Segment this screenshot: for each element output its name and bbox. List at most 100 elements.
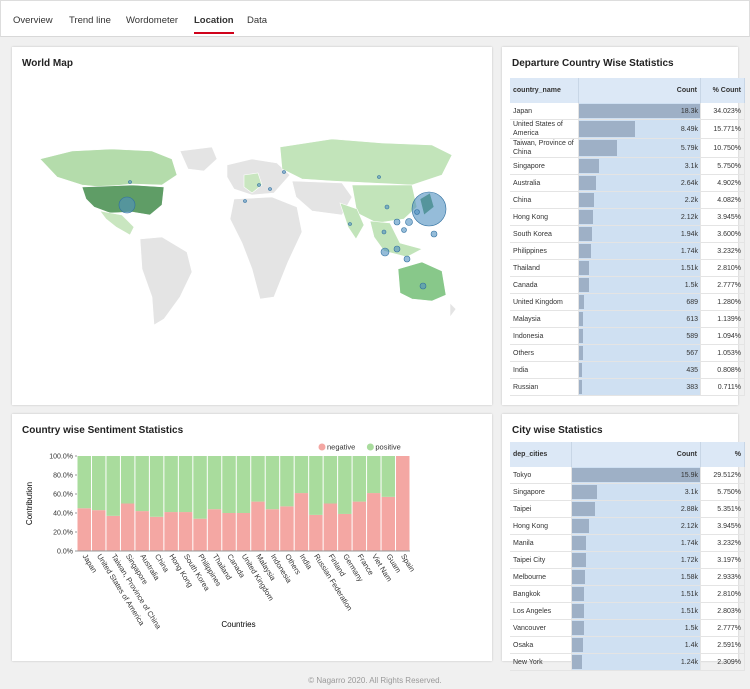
bar-segment bbox=[222, 513, 236, 551]
count-cell: 689 bbox=[578, 293, 701, 311]
percent-cell: 3.232% bbox=[700, 534, 745, 552]
bar-segment bbox=[338, 513, 352, 551]
table-row: Russian 383 0.711% bbox=[510, 378, 745, 396]
count-label: 1.24k bbox=[680, 658, 698, 666]
percent-cell: 1.280% bbox=[700, 293, 745, 311]
name-cell: Japan bbox=[510, 103, 579, 120]
count-cell: 1.51k bbox=[578, 259, 701, 277]
bar-segment bbox=[207, 456, 222, 510]
bar-segment bbox=[265, 456, 280, 510]
bar-segment bbox=[280, 506, 294, 551]
tab[interactable]: Data bbox=[247, 15, 268, 26]
legend-label: positive bbox=[375, 443, 400, 452]
count-label: 2.2k bbox=[684, 196, 698, 204]
bar-segment bbox=[309, 514, 323, 551]
y-tick-label: 0.0% bbox=[57, 549, 73, 556]
table-row: Thailand 1.51k 2.810% bbox=[510, 259, 745, 277]
count-label: 2.12k bbox=[680, 213, 698, 221]
name-cell: South Korea bbox=[510, 225, 579, 243]
sentiment-chart: 0.0% 20.0% 40.0% 60.0% 80.0% 100.0% Contributi… bbox=[25, 443, 417, 632]
x-axis-label: Countries bbox=[221, 620, 255, 629]
bar-segment bbox=[352, 456, 367, 502]
panel-title: World Map bbox=[22, 58, 73, 69]
column-header[interactable]: Count bbox=[571, 442, 701, 467]
count-label: 567 bbox=[686, 349, 698, 357]
name-cell: Vancouver bbox=[510, 619, 572, 637]
count-bar bbox=[579, 104, 700, 118]
count-cell: 2.64k bbox=[578, 174, 701, 192]
count-label: 1.94k bbox=[680, 230, 698, 238]
percent-cell: 2.810% bbox=[700, 259, 745, 277]
count-cell: 1.94k bbox=[578, 225, 701, 243]
percent-cell: 5.750% bbox=[700, 157, 745, 175]
bar-segment bbox=[381, 456, 396, 497]
count-label: 1.72k bbox=[680, 556, 698, 564]
column-header[interactable]: dep_cities bbox=[510, 442, 572, 467]
name-cell: Russian bbox=[510, 378, 579, 396]
count-bar bbox=[579, 159, 600, 173]
bar-segment bbox=[135, 456, 149, 512]
count-cell: 2.12k bbox=[578, 208, 701, 226]
name-cell: China bbox=[510, 191, 579, 209]
count-bar bbox=[579, 121, 636, 137]
bar-segment bbox=[338, 456, 352, 514]
tab[interactable]: Wordometer bbox=[126, 15, 179, 26]
legend-label: negative bbox=[327, 443, 355, 452]
count-label: 613 bbox=[686, 315, 698, 323]
column-header[interactable]: % bbox=[700, 442, 745, 467]
bar-segment bbox=[164, 512, 178, 551]
y-tick-label: 100.0% bbox=[49, 454, 73, 461]
table-row: Osaka 1.4k 2.591% bbox=[510, 636, 745, 654]
bar-segment bbox=[396, 456, 410, 551]
percent-cell: 2.777% bbox=[700, 276, 745, 294]
count-bar bbox=[579, 140, 618, 156]
count-label: 15.9k bbox=[680, 471, 698, 479]
column-header[interactable]: country_name bbox=[510, 78, 579, 103]
bar-segment bbox=[193, 456, 207, 519]
count-label: 2.12k bbox=[680, 522, 698, 530]
count-cell: 383 bbox=[578, 378, 701, 396]
table-row: Singapore 3.1k 5.750% bbox=[510, 483, 745, 501]
name-cell: Hong Kong bbox=[510, 517, 572, 535]
tab[interactable]: Location bbox=[194, 1, 234, 34]
table-row: Taiwan, Province of China 5.79k 10.750% bbox=[510, 138, 745, 158]
name-cell: Canada bbox=[510, 276, 579, 294]
bar-segment bbox=[135, 511, 149, 551]
city-table: dep_cities Count% Tokyo 15.9k 29.512% Singapo… bbox=[510, 442, 745, 671]
count-label: 1.74k bbox=[680, 539, 698, 547]
bar-segment bbox=[178, 512, 193, 551]
bar-segment bbox=[77, 508, 91, 551]
count-bar bbox=[579, 278, 589, 292]
count-bar bbox=[572, 604, 585, 618]
table-row: New York 1.24k 2.309% bbox=[510, 653, 745, 671]
table-row: Australia 2.64k 4.902% bbox=[510, 174, 745, 192]
table-row: India 435 0.808% bbox=[510, 361, 745, 379]
count-bar bbox=[579, 244, 591, 258]
name-cell: United States of America bbox=[510, 119, 579, 139]
count-cell: 567 bbox=[578, 344, 701, 362]
map-panel: World Map bbox=[12, 47, 492, 405]
tab-bar: Overview Trend line Wordometer Location Data bbox=[0, 0, 750, 37]
bar-segment bbox=[207, 509, 222, 551]
bar-segment bbox=[120, 503, 135, 551]
tab[interactable]: Trend line bbox=[69, 15, 111, 26]
count-label: 8.49k bbox=[680, 125, 698, 133]
departure-table: country_name Count% Count Japan 18.3k 34.023… bbox=[510, 78, 745, 396]
count-label: 1.51k bbox=[680, 264, 698, 272]
bar-segment bbox=[91, 510, 106, 551]
tab[interactable]: Overview bbox=[13, 15, 53, 26]
name-cell: Malaysia bbox=[510, 310, 579, 328]
count-label: 1.4k bbox=[684, 641, 698, 649]
count-cell: 589 bbox=[578, 327, 701, 345]
y-tick-label: 80.0% bbox=[53, 473, 73, 480]
count-bar bbox=[572, 502, 596, 516]
panel-title: City wise Statistics bbox=[512, 425, 603, 436]
percent-cell: 2.810% bbox=[700, 585, 745, 603]
count-label: 435 bbox=[686, 366, 698, 374]
count-cell: 3.1k bbox=[578, 157, 701, 175]
bar-segment bbox=[294, 493, 309, 551]
column-header[interactable]: % Count bbox=[700, 78, 745, 103]
bar-segment bbox=[91, 456, 106, 511]
column-header[interactable]: Count bbox=[578, 78, 701, 103]
